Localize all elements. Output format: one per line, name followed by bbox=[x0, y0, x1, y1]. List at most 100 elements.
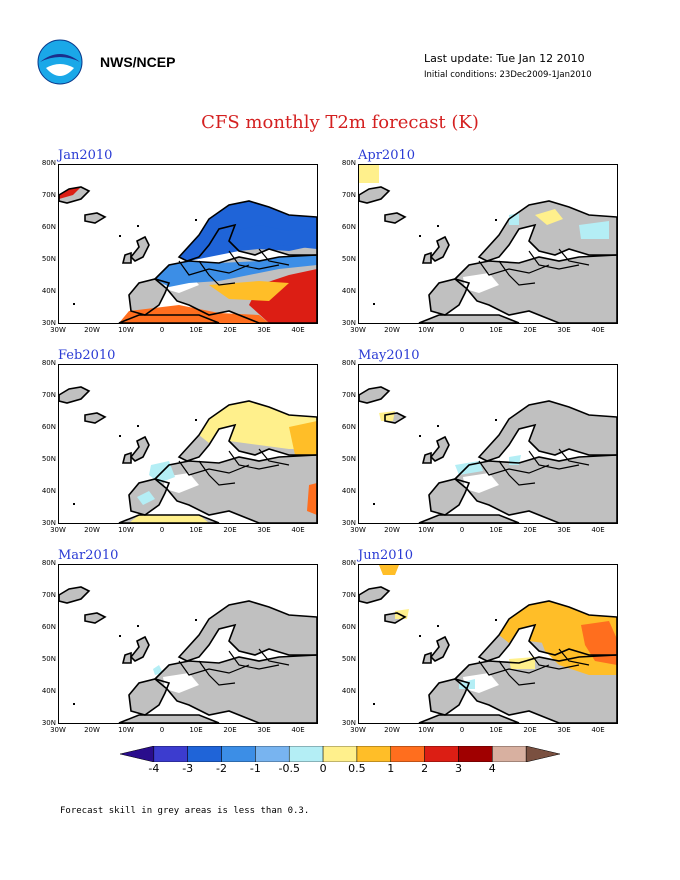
country-border bbox=[498, 260, 536, 286]
land-area bbox=[479, 401, 617, 461]
colorbar-swatch bbox=[221, 745, 256, 763]
island bbox=[195, 619, 197, 621]
lat-tick-label: 50N bbox=[41, 655, 56, 663]
colorbar-label: -0.5 bbox=[278, 762, 300, 775]
panel-may: May2010 80N 70N 60N 50N 40N 30N 30W 20W 10W 0 10E 2… bbox=[300, 348, 618, 540]
lon-tick-label: 30W bbox=[350, 726, 366, 734]
island bbox=[373, 503, 375, 505]
island bbox=[195, 219, 197, 221]
lon-tick-label: 30W bbox=[350, 526, 366, 534]
panel-title: Feb2010 bbox=[58, 348, 116, 363]
coastline bbox=[359, 186, 391, 204]
coastline bbox=[177, 200, 317, 262]
lon-tick-label: 20W bbox=[384, 726, 400, 734]
anomaly-region bbox=[209, 281, 289, 301]
lon-tick-label: 20E bbox=[223, 326, 237, 334]
lat-tick-label: 80N bbox=[341, 359, 356, 367]
island bbox=[119, 635, 121, 637]
lon-tick-label: 10E bbox=[189, 526, 203, 534]
island bbox=[73, 503, 75, 505]
colorbar-swatch bbox=[492, 745, 527, 763]
coastline bbox=[118, 714, 220, 723]
lat-tick-label: 40N bbox=[341, 487, 356, 495]
lon-tick-label: 20W bbox=[84, 326, 100, 334]
colorbar-label: 1 bbox=[387, 762, 395, 775]
colorbar-swatch bbox=[322, 745, 358, 763]
coastline bbox=[84, 412, 107, 424]
lon-tick-label: 20W bbox=[384, 526, 400, 534]
lat-tick-label: 40N bbox=[341, 687, 356, 695]
land-area bbox=[419, 515, 519, 523]
coastline bbox=[418, 314, 520, 323]
coastline bbox=[428, 478, 471, 516]
lat-tick-label: 80N bbox=[41, 359, 56, 367]
lon-tick-label: 20E bbox=[223, 526, 237, 534]
lat-tick-label: 40N bbox=[41, 287, 56, 295]
island bbox=[119, 435, 121, 437]
land-area bbox=[419, 715, 519, 723]
anomaly-region bbox=[199, 401, 317, 449]
lon-tick-label: 0 bbox=[459, 726, 465, 734]
lat-tick-label: 60N bbox=[341, 423, 356, 431]
land-area bbox=[455, 455, 617, 523]
lon-tick-label: 10W bbox=[118, 526, 134, 534]
land-area bbox=[129, 279, 169, 315]
land-area bbox=[429, 479, 469, 515]
colorbar-label: 2 bbox=[421, 762, 429, 775]
panel-mar: Mar2010 80N 70N 60N 50N 40N 30N 30W 20W 10W 0 10E 2… bbox=[0, 548, 318, 740]
coastline bbox=[421, 651, 432, 664]
land-area bbox=[85, 213, 105, 223]
island bbox=[437, 225, 439, 227]
island bbox=[137, 625, 139, 627]
island bbox=[137, 425, 139, 427]
island bbox=[73, 303, 75, 305]
panel-apr: Apr2010 80N 70N 60N 50N 40N 30N 30W 20W 10W 0 10E 2… bbox=[300, 148, 618, 340]
lon-tick-label: 0 bbox=[159, 326, 165, 334]
anomaly-region bbox=[119, 305, 269, 323]
lat-tick-label: 40N bbox=[341, 287, 356, 295]
colorbar-swatch bbox=[390, 745, 425, 763]
lat-tick-label: 70N bbox=[341, 191, 356, 199]
lat-tick-label: 70N bbox=[341, 391, 356, 399]
map-apr bbox=[358, 164, 618, 324]
lon-tick-label: 30W bbox=[50, 326, 66, 334]
country-border bbox=[558, 648, 590, 666]
lon-tick-label: 30W bbox=[50, 726, 66, 734]
country-border bbox=[528, 650, 580, 670]
coastline bbox=[477, 400, 617, 462]
anomaly-region bbox=[535, 209, 563, 225]
anomaly-region bbox=[379, 565, 399, 575]
last-update: Last update: Tue Jan 12 2010 bbox=[424, 52, 585, 65]
coastline bbox=[84, 612, 107, 624]
colorbar-label: 0 bbox=[319, 762, 327, 775]
lon-tick-label: 20W bbox=[84, 526, 100, 534]
lat-tick-label: 50N bbox=[341, 255, 356, 263]
coastline bbox=[428, 678, 471, 716]
lat-tick-label: 70N bbox=[341, 591, 356, 599]
island bbox=[373, 303, 375, 305]
lon-tick-label: 20E bbox=[523, 726, 537, 734]
country-border bbox=[198, 260, 236, 286]
map-feb bbox=[58, 364, 318, 524]
country-border bbox=[228, 450, 280, 470]
lon-tick-label: 30E bbox=[557, 726, 571, 734]
country-border bbox=[178, 260, 250, 276]
anomaly-region bbox=[129, 515, 209, 523]
lat-tick-label: 80N bbox=[341, 559, 356, 567]
island bbox=[437, 625, 439, 627]
lon-tick-label: 10E bbox=[189, 326, 203, 334]
coastline bbox=[59, 386, 91, 404]
lat-tick-label: 80N bbox=[341, 159, 356, 167]
coastline bbox=[129, 235, 150, 262]
lat-tick-label: 30N bbox=[341, 319, 356, 327]
panel-title: Apr2010 bbox=[358, 148, 416, 163]
coastline bbox=[59, 186, 91, 204]
country-border bbox=[528, 450, 580, 470]
coastline bbox=[418, 514, 520, 523]
lon-tick-label: 40E bbox=[591, 326, 605, 334]
lon-tick-label: 20E bbox=[523, 326, 537, 334]
colorbar-label: -3 bbox=[182, 762, 194, 775]
country-border bbox=[258, 448, 290, 466]
country-border bbox=[258, 248, 290, 266]
colorbar-label: -2 bbox=[216, 762, 228, 775]
